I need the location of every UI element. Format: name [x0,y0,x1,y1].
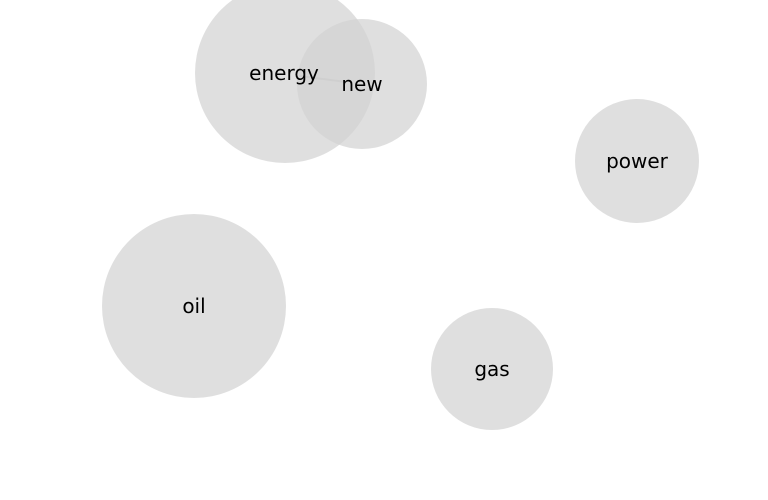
labels-layer: energy new power oil gas [182,61,668,381]
node-oil-label: oil [182,294,205,318]
node-new [297,19,427,149]
node-new-label: new [341,72,382,96]
node-gas-label: gas [474,357,509,381]
node-gas-bubble [431,308,553,430]
node-oil-bubble [102,214,286,398]
node-power-label: power [606,149,669,173]
nodes-layer [102,0,699,430]
node-oil [102,214,286,398]
node-power [575,99,699,223]
node-gas [431,308,553,430]
node-new-bubble [297,19,427,149]
node-power-bubble [575,99,699,223]
node-energy-label: energy [249,61,319,85]
